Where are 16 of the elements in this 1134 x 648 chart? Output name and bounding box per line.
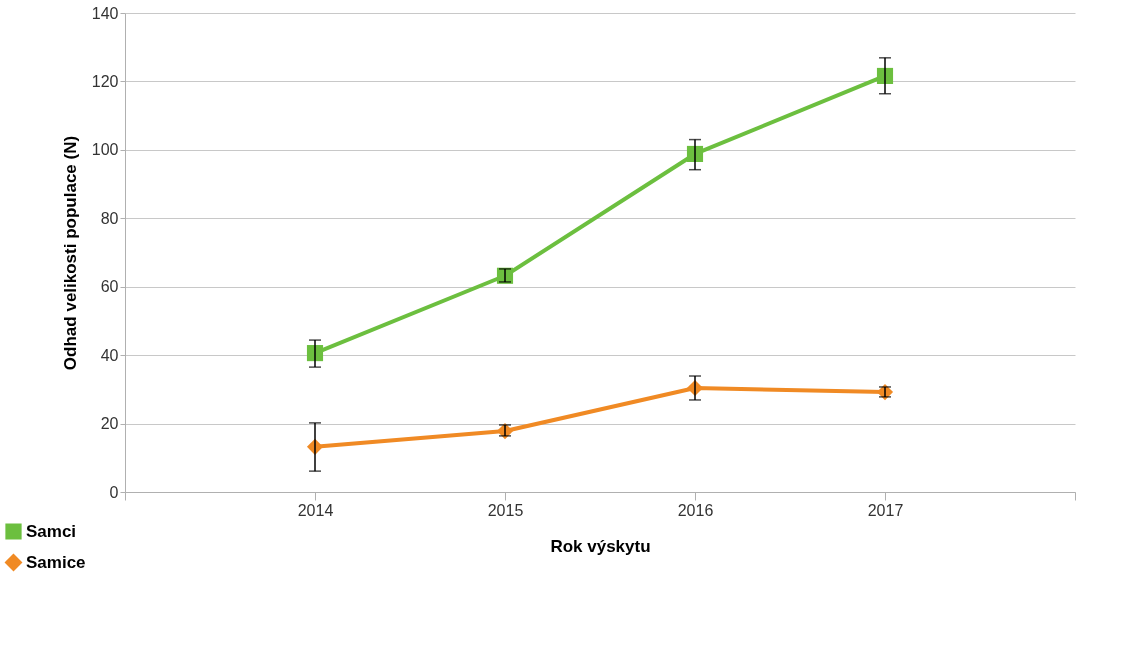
y-tick-label: 80 bbox=[100, 209, 119, 227]
x-tick-label: 2014 bbox=[297, 501, 334, 519]
y-tick-label: 140 bbox=[91, 4, 119, 22]
legend-label: Samci bbox=[26, 521, 77, 541]
x-tick-label: 2017 bbox=[867, 501, 904, 519]
x-axis-title: Rok výskytu bbox=[550, 536, 651, 556]
legend-label: Samice bbox=[26, 552, 86, 572]
y-tick-label: 0 bbox=[109, 483, 119, 501]
y-tick-label: 60 bbox=[100, 278, 119, 296]
y-tick-label: 100 bbox=[91, 141, 119, 159]
y-tick-label: 40 bbox=[100, 346, 119, 364]
y-axis-title: Odhad velikosti populace (N) bbox=[60, 135, 80, 371]
x-tick-label: 2016 bbox=[677, 501, 714, 519]
y-tick-label: 20 bbox=[100, 415, 119, 433]
y-tick-label: 120 bbox=[91, 72, 119, 90]
x-tick-label: 2015 bbox=[487, 501, 524, 519]
